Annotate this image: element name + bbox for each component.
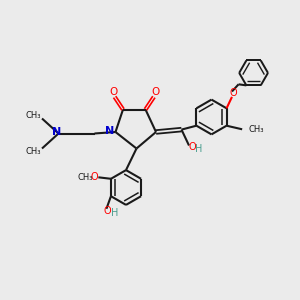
- Text: O: O: [104, 206, 111, 216]
- Text: CH₃: CH₃: [77, 173, 93, 182]
- Text: H: H: [110, 208, 118, 218]
- Text: O: O: [109, 87, 117, 98]
- Text: O: O: [91, 172, 98, 182]
- Text: N: N: [106, 125, 115, 136]
- Text: O: O: [189, 142, 196, 152]
- Text: H: H: [195, 144, 202, 154]
- Text: CH₃: CH₃: [26, 147, 41, 156]
- Text: N: N: [52, 127, 62, 137]
- Text: CH₃: CH₃: [248, 125, 264, 134]
- Text: O: O: [230, 88, 237, 98]
- Text: O: O: [151, 87, 160, 98]
- Text: CH₃: CH₃: [26, 111, 41, 120]
